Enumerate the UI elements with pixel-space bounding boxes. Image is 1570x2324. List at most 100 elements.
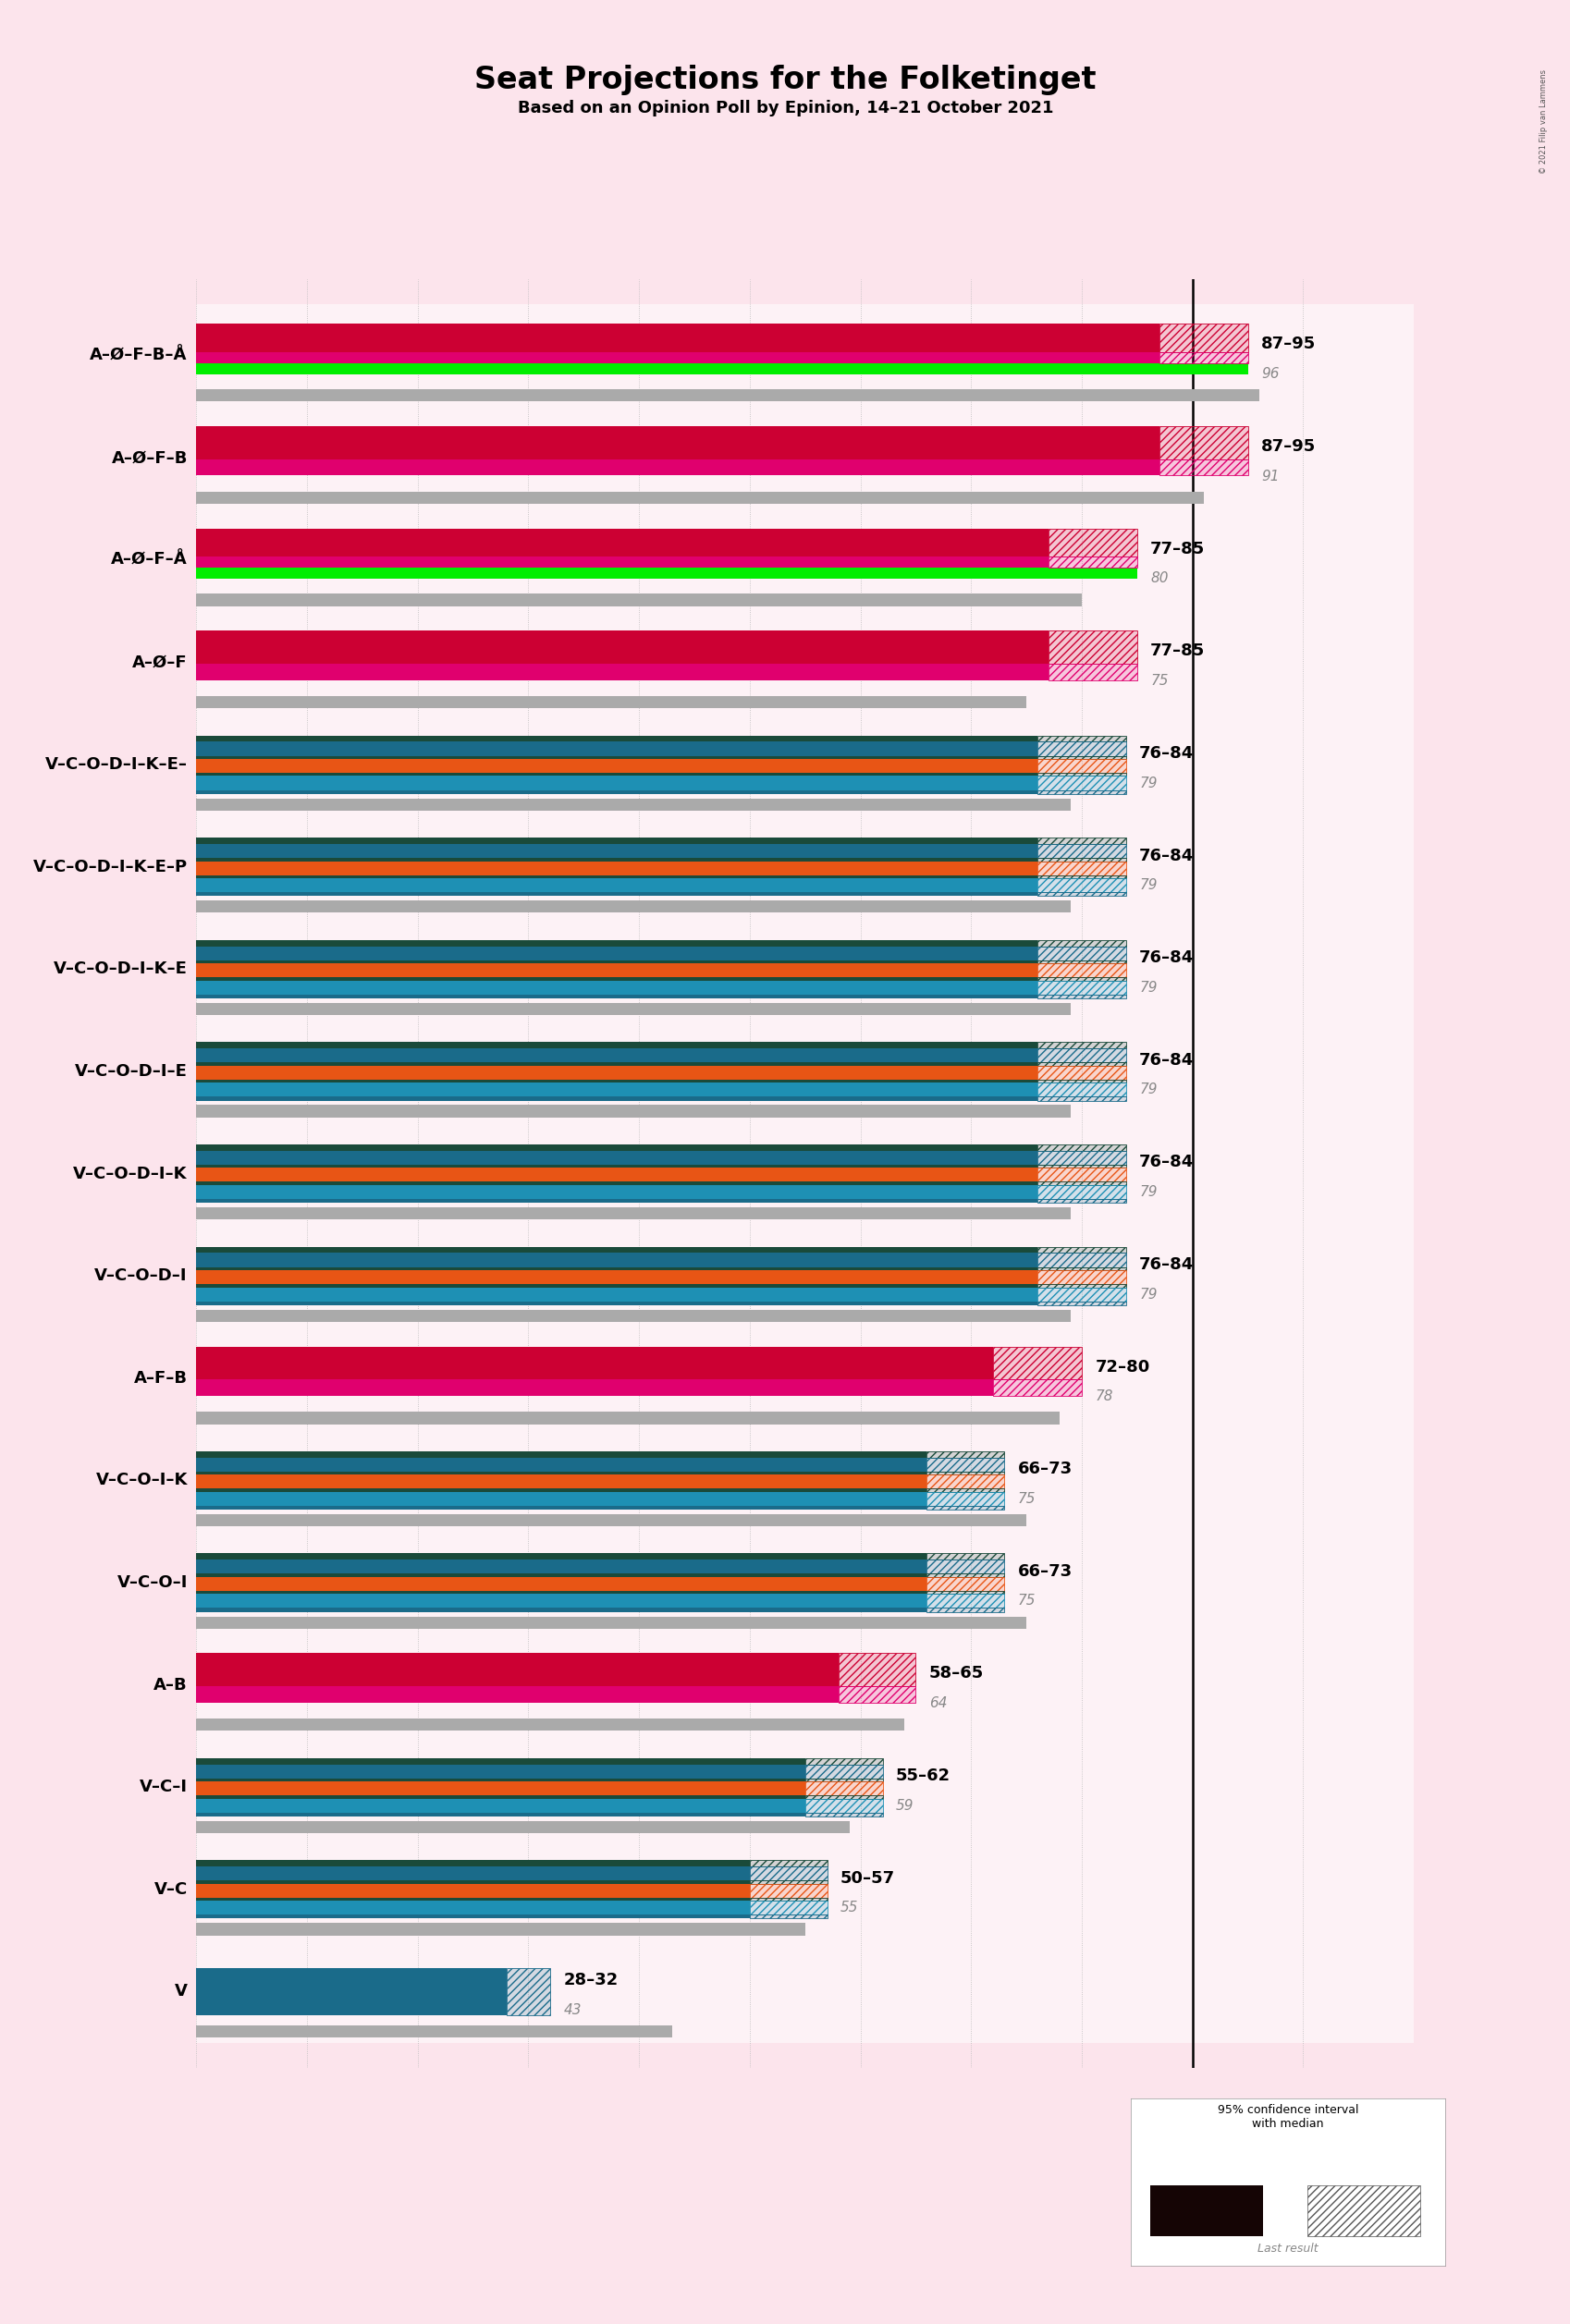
Bar: [506, 1968, 550, 2015]
Text: 66–73: 66–73: [1017, 1564, 1072, 1580]
Text: 55: 55: [840, 1901, 859, 1915]
Bar: [196, 1020, 1413, 1122]
Bar: [196, 1004, 1071, 1016]
Text: A–Ø–F: A–Ø–F: [132, 653, 187, 672]
Bar: [196, 1413, 1060, 1425]
Bar: [1036, 760, 1126, 774]
Bar: [1036, 1097, 1126, 1102]
Bar: [1036, 981, 1126, 995]
Bar: [1036, 946, 1126, 960]
Text: Seat Projections for the Folketinget: Seat Projections for the Folketinget: [474, 65, 1096, 95]
Bar: [1036, 946, 1126, 960]
Bar: [749, 1885, 827, 1899]
Bar: [196, 1287, 1036, 1301]
Bar: [1036, 964, 1126, 978]
Bar: [1036, 995, 1126, 999]
Bar: [749, 1901, 827, 1915]
Bar: [1049, 555, 1137, 567]
Bar: [838, 1687, 915, 1703]
Bar: [196, 630, 1049, 665]
Bar: [1049, 555, 1137, 567]
Text: © 2021 Filip van Lammens: © 2021 Filip van Lammens: [1539, 70, 1546, 174]
Bar: [1036, 876, 1126, 878]
Bar: [805, 1796, 882, 1799]
Text: 76–84: 76–84: [1138, 848, 1193, 865]
Bar: [196, 1778, 805, 1783]
Bar: [196, 1271, 1036, 1285]
Bar: [196, 1081, 1036, 1083]
Bar: [196, 1506, 926, 1511]
Bar: [1036, 1183, 1126, 1185]
Text: 79: 79: [1138, 776, 1157, 790]
Bar: [196, 1457, 926, 1471]
Bar: [1036, 741, 1126, 755]
Bar: [1036, 776, 1126, 790]
Bar: [1036, 876, 1126, 878]
Bar: [196, 1041, 1036, 1048]
Bar: [1036, 1246, 1126, 1253]
Bar: [196, 1185, 1036, 1199]
Bar: [196, 1150, 1036, 1164]
Bar: [749, 1915, 827, 1920]
Bar: [749, 1899, 827, 1901]
Text: 77–85: 77–85: [1149, 541, 1204, 558]
Text: 55–62: 55–62: [895, 1769, 950, 1785]
Bar: [1036, 858, 1126, 862]
Bar: [805, 1757, 882, 1764]
Bar: [196, 1143, 1036, 1150]
Bar: [196, 892, 1036, 897]
Text: Based on an Opinion Poll by Epinion, 14–21 October 2021: Based on an Opinion Poll by Epinion, 14–…: [517, 100, 1053, 116]
Bar: [196, 1285, 1036, 1287]
Bar: [1036, 1301, 1126, 1306]
Bar: [196, 939, 1036, 946]
Bar: [1036, 1253, 1126, 1267]
Bar: [1036, 1143, 1126, 1150]
Text: V–C–O–D–I–K–E: V–C–O–D–I–K–E: [53, 960, 187, 978]
Bar: [1036, 892, 1126, 897]
Text: 58–65: 58–65: [928, 1666, 983, 1683]
Bar: [1036, 774, 1126, 776]
Bar: [838, 1687, 915, 1703]
Bar: [1049, 665, 1137, 681]
Text: 87–95: 87–95: [1261, 439, 1316, 456]
Bar: [196, 1592, 926, 1594]
Bar: [196, 1941, 1413, 2043]
Bar: [1036, 862, 1126, 876]
Bar: [1036, 790, 1126, 795]
Text: A–Ø–F–B–Å: A–Ø–F–B–Å: [89, 346, 187, 365]
Bar: [1049, 630, 1137, 665]
Bar: [196, 1573, 926, 1578]
Bar: [196, 595, 1082, 607]
Bar: [749, 1901, 827, 1915]
Bar: [196, 1048, 1036, 1062]
Bar: [196, 1062, 1036, 1067]
Bar: [196, 493, 1203, 504]
Bar: [196, 460, 1159, 476]
Bar: [196, 1327, 1413, 1429]
Bar: [196, 1899, 749, 1901]
Bar: [196, 611, 1413, 713]
Bar: [196, 1225, 1413, 1327]
Text: 79: 79: [1138, 1083, 1157, 1097]
Text: V–C–O–D–I–K–E–P: V–C–O–D–I–K–E–P: [33, 858, 187, 876]
Bar: [1036, 774, 1126, 776]
Bar: [749, 1885, 827, 1899]
Bar: [196, 1450, 926, 1457]
Bar: [1036, 960, 1126, 964]
Bar: [196, 876, 1036, 878]
Text: 87–95: 87–95: [1261, 337, 1316, 353]
Bar: [196, 1866, 749, 1880]
Bar: [196, 858, 1036, 862]
Bar: [1036, 995, 1126, 999]
Bar: [1036, 844, 1126, 858]
Bar: [196, 407, 1413, 509]
Bar: [196, 363, 1159, 374]
Text: 79: 79: [1138, 981, 1157, 995]
Bar: [926, 1492, 1003, 1506]
Bar: [1036, 981, 1126, 995]
Bar: [1036, 837, 1126, 844]
Bar: [749, 1880, 827, 1885]
Bar: [196, 1471, 926, 1476]
Bar: [196, 1736, 1413, 1838]
Text: 95% confidence interval
with median: 95% confidence interval with median: [1217, 2103, 1358, 2129]
